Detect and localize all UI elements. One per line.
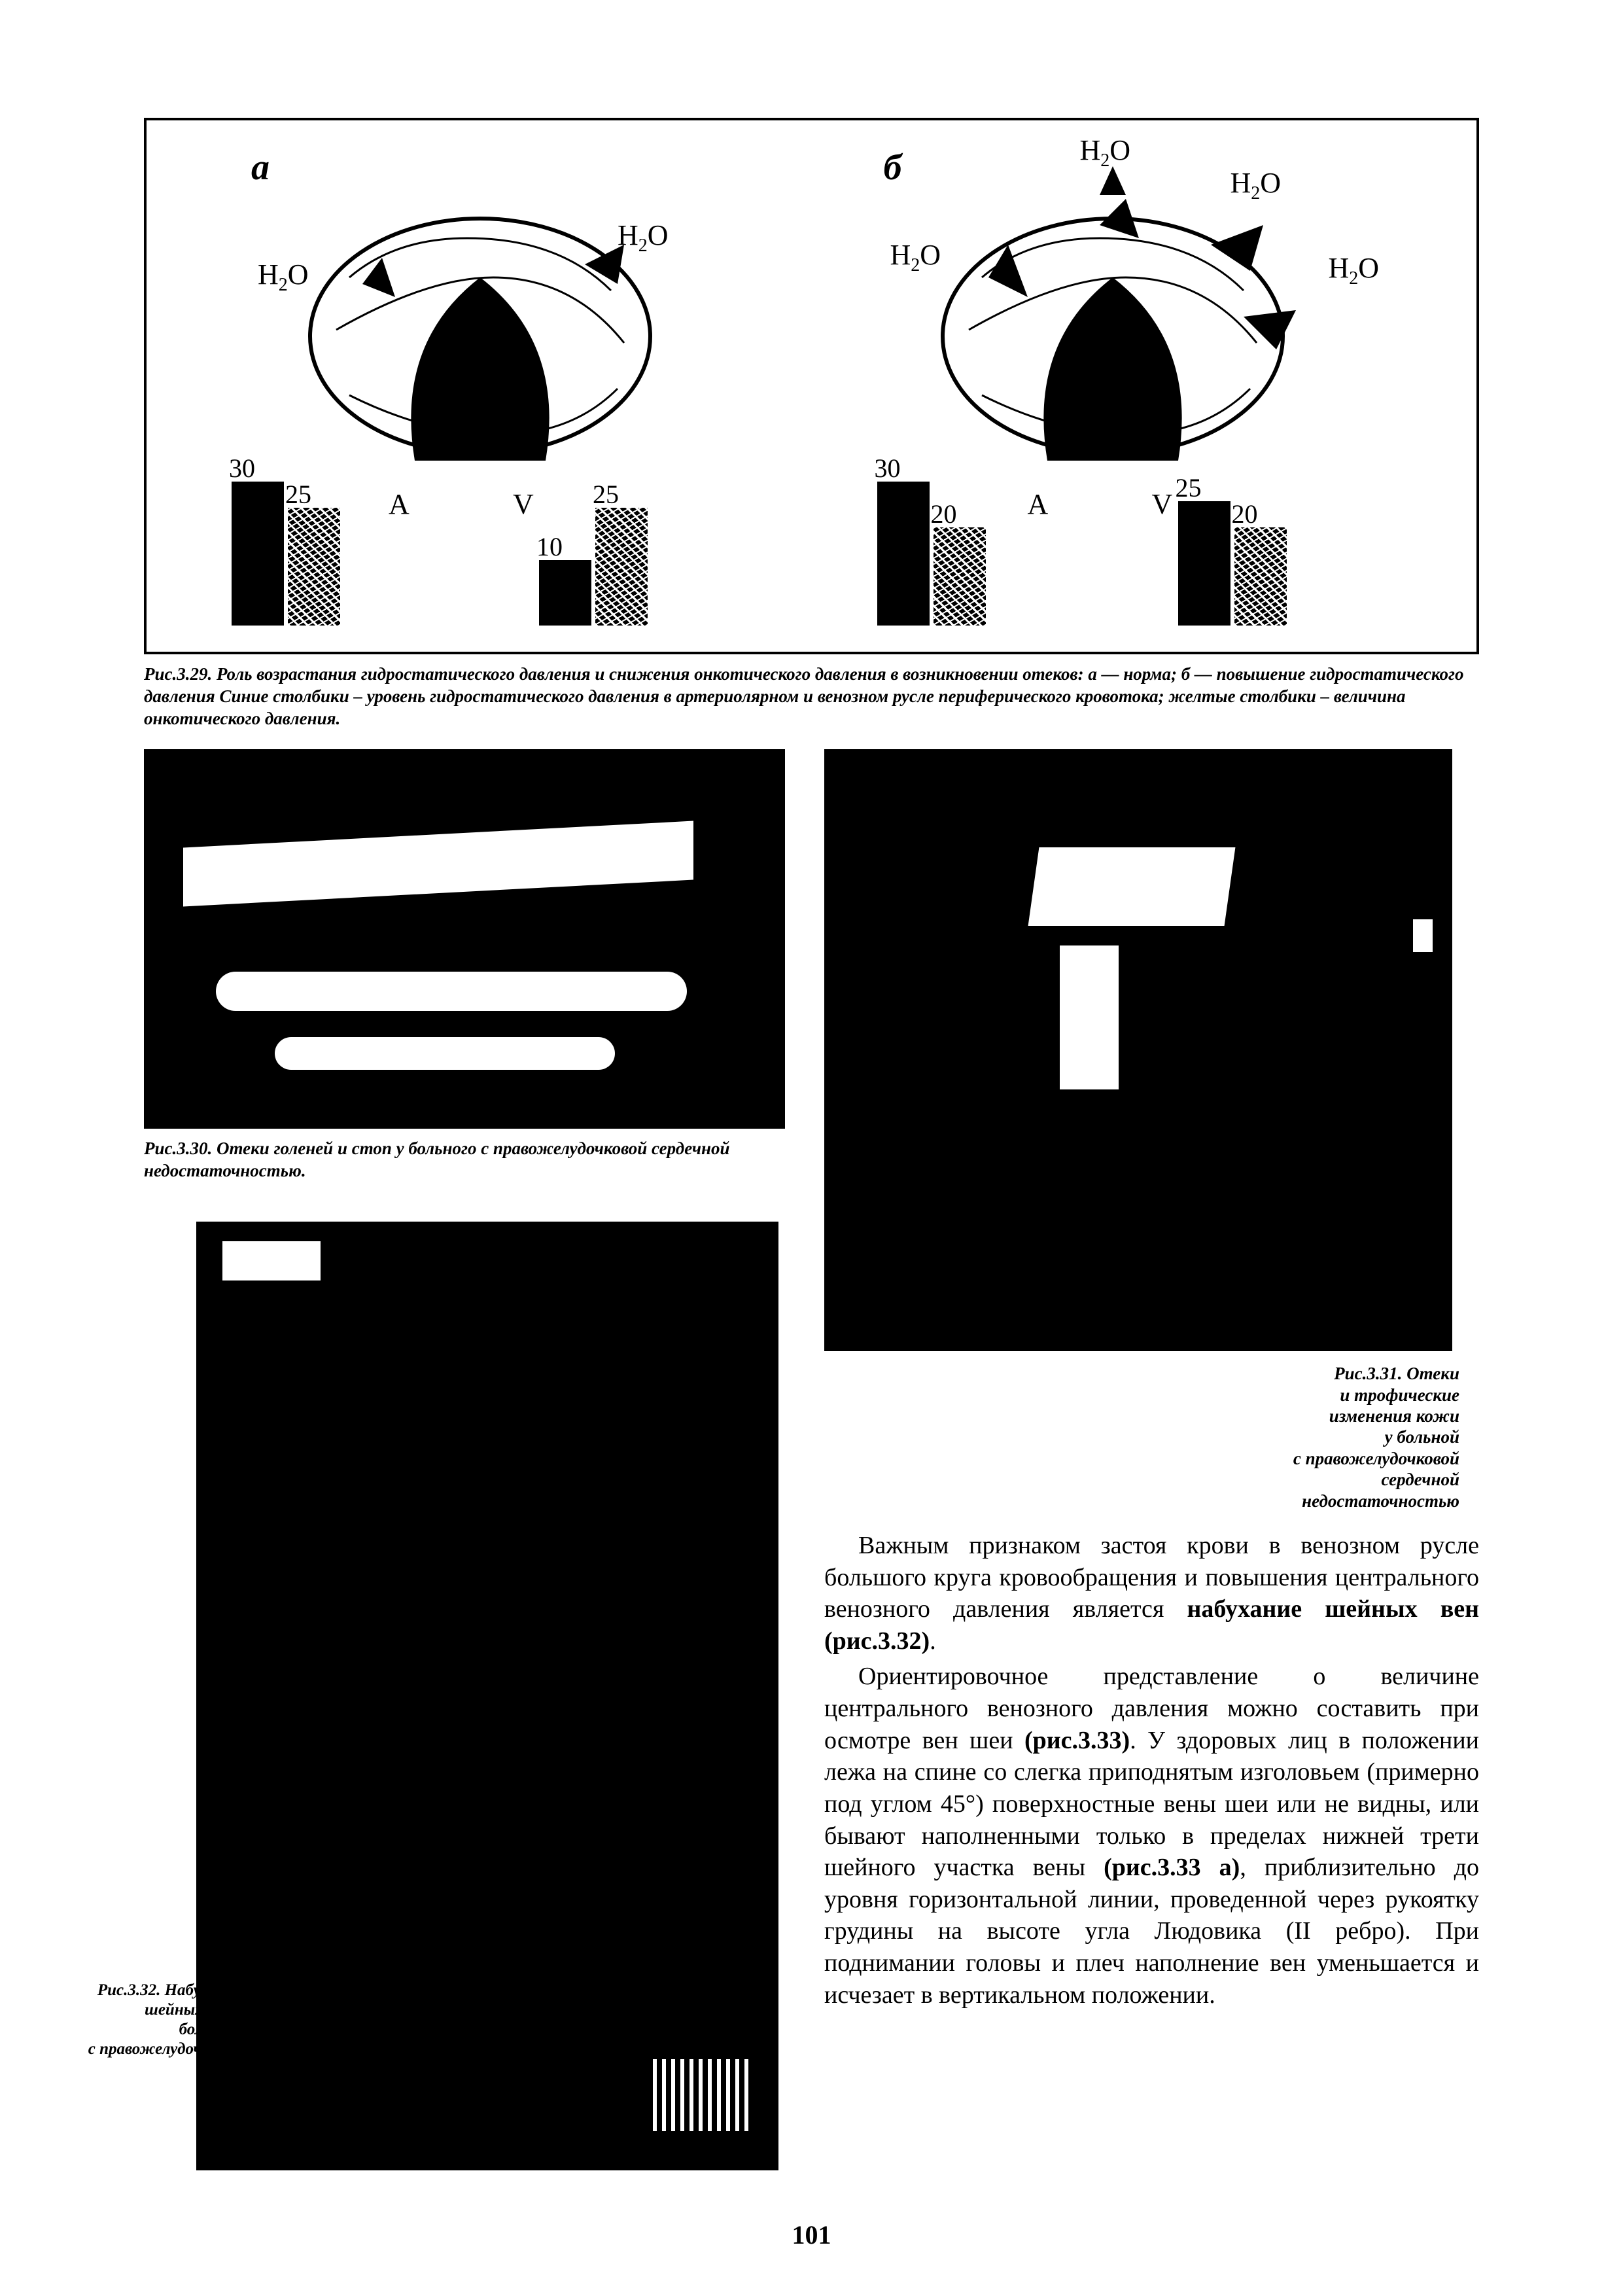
figure-3-30-caption: Рис.3.30. Отеки голеней и стоп у больног…: [144, 1138, 785, 1182]
h2o-label: H2O: [1329, 251, 1380, 289]
bar: 20: [934, 527, 986, 626]
figure-3-32-wrap: Рис.3.32. Набуханиешейных вен убольногос…: [144, 1222, 785, 2170]
bar: 20: [1234, 527, 1287, 626]
a-label: A: [1028, 487, 1049, 521]
arrow-up-icon: [1100, 166, 1126, 195]
capillary-diagram-icon: [297, 199, 663, 461]
a-label: A: [389, 487, 410, 521]
v-label: V: [513, 487, 534, 521]
paragraph: Ориентировочное представление о величине…: [824, 1661, 1479, 2011]
left-column: Рис.3.30. Отеки голеней и стоп у больног…: [144, 749, 785, 2170]
v-label: V: [1152, 487, 1173, 521]
figure-3-29-caption: Рис.3.29. Роль возрастания гидростатичес…: [144, 663, 1479, 730]
paragraph: Важным признаком застоя крови в венозном…: [824, 1530, 1479, 1657]
panel-a-label: а: [251, 147, 270, 188]
capillary-diagram-icon: [930, 199, 1296, 461]
figure-3-29-panel-a: а H2O H2O A V 30: [147, 120, 812, 652]
figure-3-29: а H2O H2O A V 30: [144, 118, 1479, 654]
bar: 25: [288, 508, 340, 626]
body-text: Важным признаком застоя крови в венозном…: [824, 1530, 1479, 2015]
middle-section: Рис.3.30. Отеки голеней и стоп у больног…: [144, 749, 1479, 2170]
bar: 30: [232, 482, 284, 626]
figure-3-32-caption: Рис.3.32. Набуханиешейных вен убольногос…: [85, 1981, 242, 2079]
bar: 25: [1178, 501, 1230, 626]
page: а H2O H2O A V 30: [0, 0, 1623, 2296]
bar: 10: [539, 560, 591, 626]
bar: 30: [877, 482, 930, 626]
figure-3-32-photo: [196, 1222, 778, 2170]
figure-3-31-caption: Рис.3.31. Отекии трофическиеизменения ко…: [824, 1363, 1479, 1511]
right-column: Рис.3.31. Отекии трофическиеизменения ко…: [824, 749, 1479, 2170]
panel-b-label: б: [884, 147, 902, 188]
figure-3-30-photo: [144, 749, 785, 1129]
bar: 25: [595, 508, 648, 626]
figure-3-29-panel-b: б H2O H2O H2O H2O A V: [812, 120, 1477, 652]
figure-3-31-photo: [824, 749, 1452, 1351]
page-number: 101: [0, 2219, 1623, 2250]
